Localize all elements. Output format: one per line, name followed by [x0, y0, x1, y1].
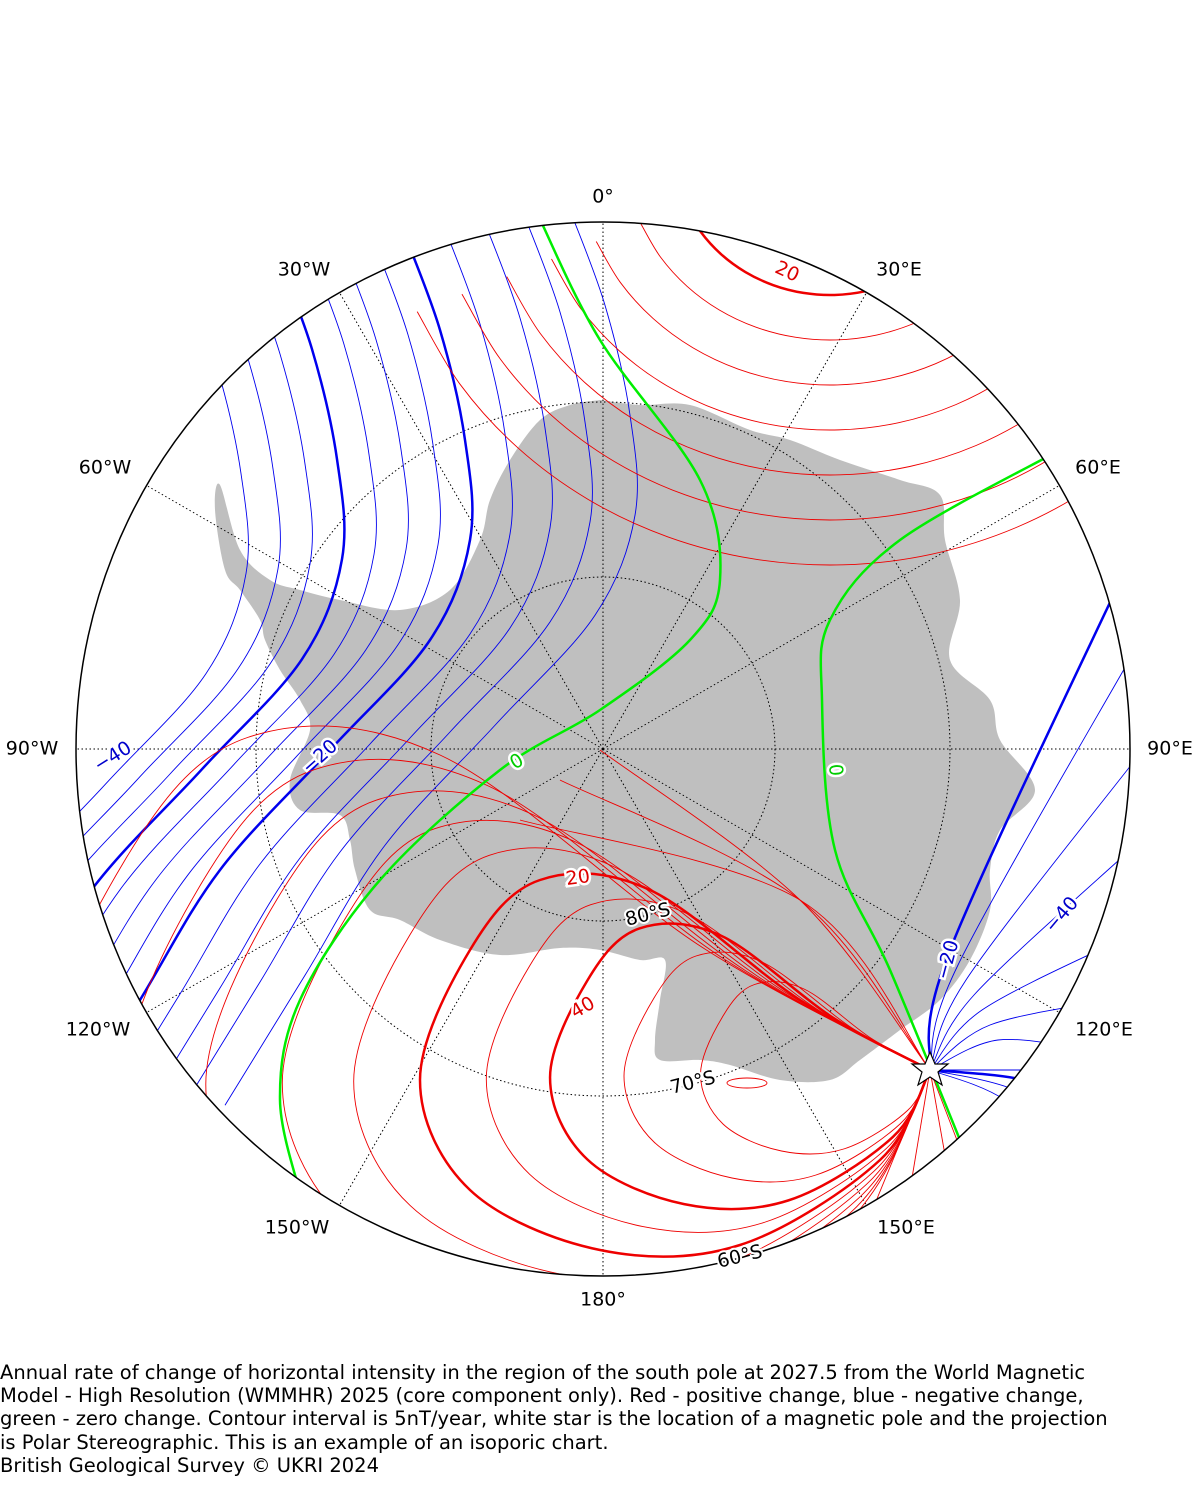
- positive-contour: [548, 922, 932, 1211]
- contour-label: −40: [1040, 892, 1083, 937]
- positive-contour: [551, 258, 1090, 431]
- lon-label: 60°W: [79, 457, 132, 479]
- negative-contour: [179, 222, 593, 1113]
- caption-line: Model - High Resolution (WMMHR) 2025 (co…: [0, 1384, 1084, 1408]
- caption: Annual rate of change of horizontal inte…: [0, 1361, 1200, 1477]
- contour-label: 20: [564, 865, 591, 890]
- map: 0° 30°W 30°E 60°W 60°E 90°W 90°E 120°W 1…: [6, 186, 1193, 1311]
- positive-contour: [929, 1069, 981, 1201]
- negative-contour: [76, 263, 249, 1164]
- positive-contour: [623, 951, 931, 1183]
- positive-contour: [640, 223, 1007, 341]
- positive-contour: [519, 819, 931, 1071]
- negative-contour: [99, 223, 513, 1125]
- zero-contour: [819, 448, 1061, 1141]
- lon-label: 90°E: [1147, 738, 1193, 760]
- positive-contour: [418, 872, 932, 1258]
- negative-contour: [76, 258, 281, 1160]
- credit: British Geological Survey © UKRI 2024: [0, 1453, 379, 1477]
- lon-label: 180°: [580, 1289, 626, 1311]
- lon-label: 60°E: [1075, 457, 1121, 479]
- positive-contour: [684, 222, 966, 297]
- positive-contour: [205, 790, 931, 1276]
- positive-contour: [485, 898, 931, 1233]
- contour-label: 20: [772, 256, 803, 286]
- caption-line: is Polar Stereographic. This is an examp…: [0, 1430, 609, 1454]
- contour-label: 0: [824, 763, 847, 777]
- negative-contour: [929, 1038, 1091, 1071]
- negative-contour: [76, 253, 313, 1155]
- negative-contour: [929, 849, 1130, 1071]
- latitude-circle: [255, 401, 951, 1097]
- positive-contour: [353, 847, 931, 1276]
- zero-contour: [278, 222, 722, 1201]
- negative-contour: [929, 759, 1130, 1071]
- lat-label: 60°S: [715, 1240, 765, 1272]
- antarctica: [214, 400, 1035, 1083]
- land: [214, 400, 1035, 1083]
- positive-contour: [730, 222, 923, 251]
- negative-contour: [927, 559, 1130, 1071]
- caption-line: green - zero change. Contour interval is…: [0, 1407, 1108, 1431]
- negative-contour: [76, 229, 474, 1131]
- positive-contour: [595, 241, 1048, 386]
- lon-label: 120°E: [1075, 1019, 1133, 1041]
- negative-contour: [76, 244, 377, 1145]
- positive-contour: [726, 1077, 768, 1089]
- lon-label: 30°E: [876, 259, 922, 281]
- graticule: [76, 222, 1130, 1276]
- magnetic-pole-star: [910, 1050, 950, 1087]
- positive-contour: [700, 981, 931, 1155]
- negative-contour: [76, 248, 346, 1150]
- lat-label: 70°S: [668, 1066, 718, 1098]
- lon-label: 150°W: [265, 1217, 330, 1239]
- lon-label: 90°W: [6, 738, 59, 760]
- caption-line: Annual rate of change of horizontal inte…: [0, 1361, 1086, 1384]
- contour-label: 40: [567, 992, 599, 1023]
- lon-label: 120°W: [66, 1019, 131, 1041]
- negative-contour: [929, 649, 1130, 1071]
- map-boundary: [75, 221, 1131, 1277]
- negative-contour: [224, 222, 638, 1106]
- negative-contour: [139, 222, 553, 1119]
- lon-label: 0°: [592, 186, 614, 208]
- lon-label: 30°W: [278, 259, 331, 281]
- lon-label: 150°E: [877, 1217, 935, 1239]
- contour-label: −40: [90, 737, 136, 777]
- negative-contour: [929, 1068, 1121, 1112]
- positive-contour: [76, 725, 931, 1276]
- positive-contour: [929, 1069, 961, 1241]
